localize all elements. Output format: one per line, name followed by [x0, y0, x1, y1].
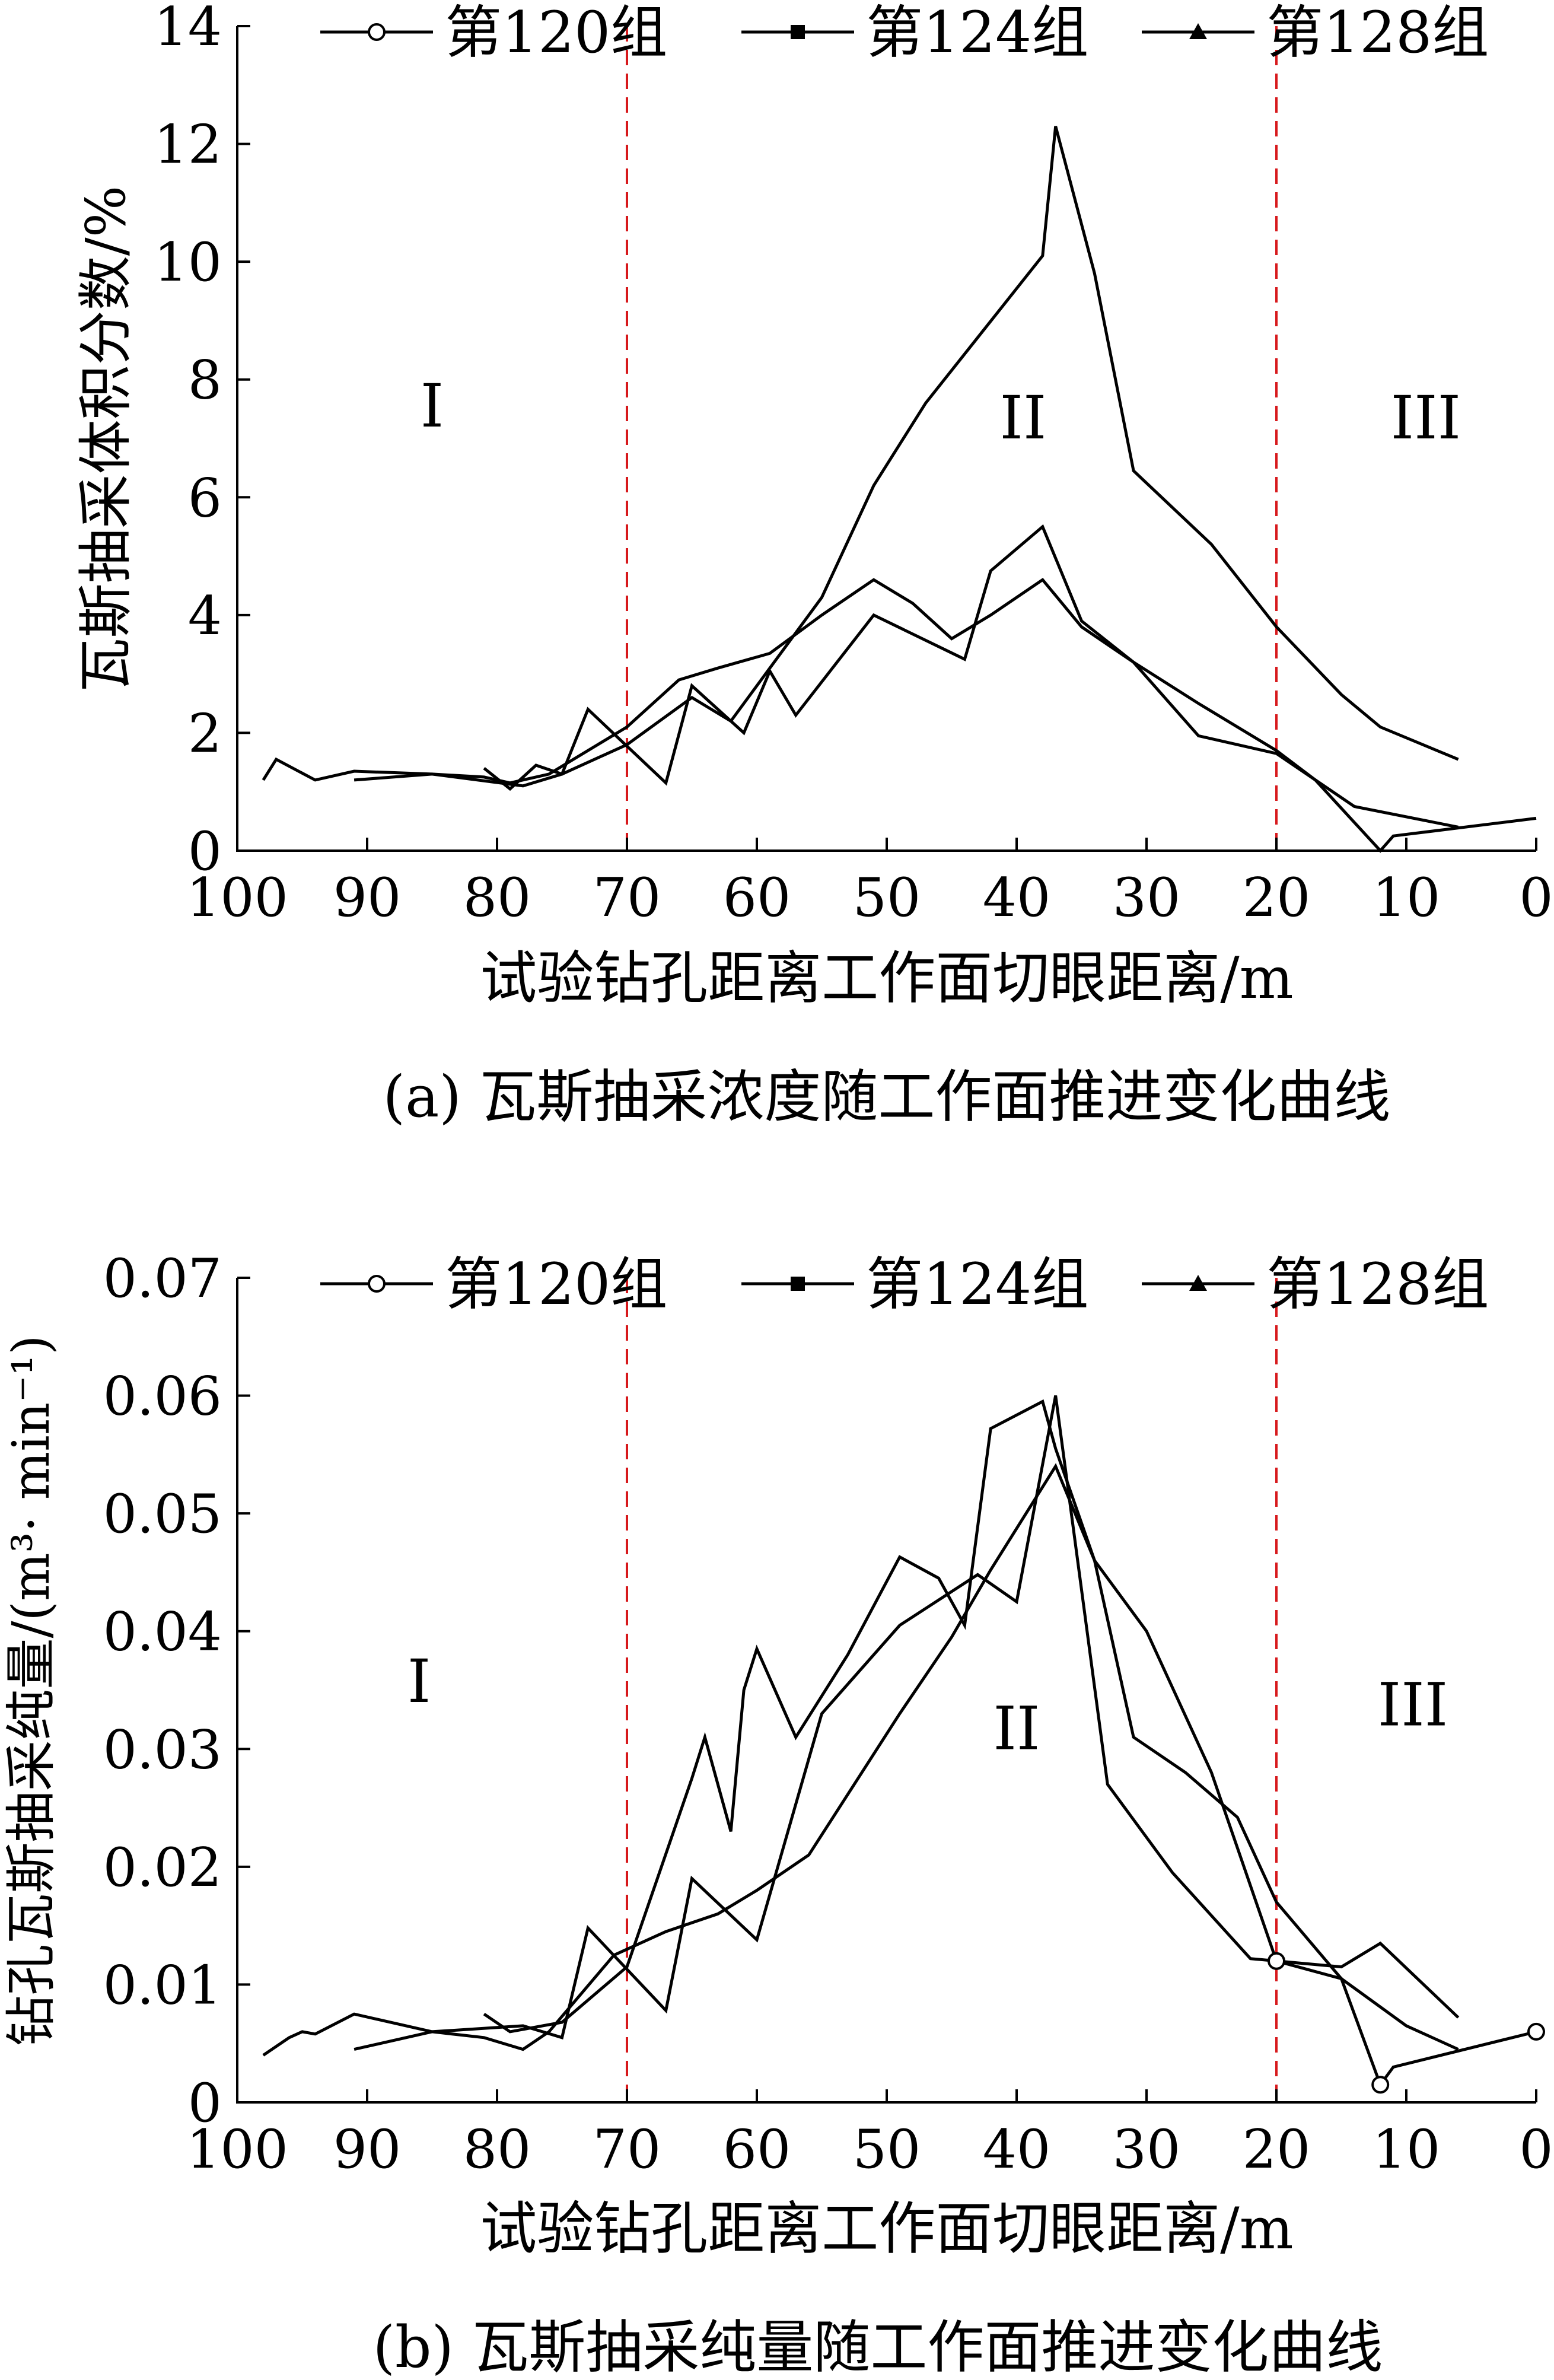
legend: 第120组 第124组 第128组	[320, 1251, 1489, 1318]
x-tick-label: 30	[1113, 2118, 1181, 2181]
data-point-marker	[1268, 1952, 1285, 1970]
series-line-2	[354, 524, 1459, 829]
x-tick-label: 100	[186, 2118, 288, 2181]
zone-label: III	[1378, 1671, 1448, 1740]
y-axis-label: 瓦斯抽采体积分数/%	[74, 186, 138, 692]
x-tick-label: 20	[1243, 2118, 1311, 2181]
y-tick-label: 4	[188, 585, 222, 647]
series-line-3	[483, 126, 1459, 791]
zone-label: II	[999, 383, 1046, 453]
legend-label: 第120组	[445, 1251, 667, 1318]
y-tick-label: 10	[154, 231, 222, 294]
zone-label: III	[1391, 383, 1461, 453]
legend-label: 第124组	[866, 0, 1088, 66]
x-tick-label: 70	[593, 867, 661, 929]
triangle-marker-icon	[1189, 23, 1207, 39]
y-tick-label: 0.03	[103, 1719, 222, 1781]
zone-label: II	[993, 1694, 1040, 1763]
x-tick-label: 50	[853, 2118, 921, 2181]
circle-marker-icon	[368, 1275, 386, 1293]
y-axis-label: 钻孔瓦斯抽采纯量/(m³· min⁻¹)	[2, 1335, 61, 2046]
y-tick-label: 0	[188, 2072, 222, 2134]
zone-label: I	[421, 371, 444, 441]
legend: 第120组 第124组 第128组	[320, 0, 1489, 66]
y-tick-label: 0.02	[103, 1837, 222, 1899]
series-line-2	[354, 1395, 1460, 2051]
square-marker-icon	[791, 1277, 805, 1291]
y-tick-label: 12	[154, 114, 222, 176]
x-tick-label: 0	[1519, 867, 1553, 929]
x-tick-label: 60	[723, 867, 791, 929]
x-tick-label: 70	[593, 2118, 661, 2181]
series-line-1	[262, 577, 1537, 853]
y-tick-label: 0.04	[103, 1601, 222, 1663]
y-tick-label: 0.06	[103, 1366, 222, 1428]
triangle-marker-icon	[1189, 1275, 1207, 1291]
square-marker-icon	[791, 25, 805, 39]
x-axis-label: 试验钻孔距离工作面切眼距离/m	[480, 945, 1293, 1011]
zone-label: I	[407, 1647, 431, 1716]
y-tick-label: 8	[188, 349, 222, 412]
x-tick-label: 50	[853, 867, 921, 929]
series-line-1	[262, 1463, 1537, 2088]
data-point-marker	[1527, 2022, 1545, 2041]
y-tick-label: 6	[188, 467, 222, 529]
x-axis-label: 试验钻孔距离工作面切眼距离/m	[480, 2196, 1293, 2262]
x-tick-label: 40	[983, 2118, 1051, 2181]
x-tick-label: 90	[333, 867, 402, 929]
chart-a: 100 90 80 70 60 50 40 30 20 10 0 0 2 4 6 8 10 12 14 I II II…	[0, 0, 1554, 1163]
series-line-3	[483, 1399, 1459, 2051]
legend-label: 第128组	[1266, 1251, 1489, 1318]
chart-caption: (b) 瓦斯抽采纯量随工作面推进变化曲线	[373, 2314, 1383, 2380]
y-tick-label: 14	[154, 0, 222, 58]
x-tick-label: 40	[983, 867, 1051, 929]
legend-label: 第120组	[445, 0, 667, 66]
legend-label: 第128组	[1266, 0, 1489, 66]
x-tick-label: 60	[723, 2118, 791, 2181]
x-tick-label: 90	[333, 2118, 402, 2181]
y-tick-label: 0.01	[103, 1954, 222, 2016]
x-tick-label: 0	[1519, 2118, 1553, 2181]
chart-b: 100 90 80 70 60 50 40 30 20 10 0 0 0.01 0.02 0.03 0.04…	[0, 1175, 1554, 2380]
y-tick-label: 0.07	[103, 1248, 222, 1310]
x-tick-label: 10	[1373, 867, 1441, 929]
x-tick-label: 20	[1243, 867, 1311, 929]
data-point-marker	[1371, 2076, 1390, 2094]
y-tick-label: 2	[188, 702, 222, 765]
x-tick-label: 30	[1113, 867, 1181, 929]
circle-marker-icon	[368, 23, 386, 41]
chart-b-svg: 100 90 80 70 60 50 40 30 20 10 0 00.010.020.030.04…	[2, 1248, 1553, 2380]
x-tick-label: 10	[1373, 2118, 1441, 2181]
y-tick-label: 0.05	[103, 1483, 222, 1545]
chart-caption: (a) 瓦斯抽采浓度随工作面推进变化曲线	[383, 1064, 1391, 1130]
x-tick-label: 80	[463, 867, 531, 929]
x-tick-label: 80	[463, 2118, 531, 2181]
x-tick-label: 100	[186, 867, 288, 929]
y-tick-label: 0	[188, 820, 222, 883]
legend-label: 第124组	[866, 1251, 1088, 1318]
